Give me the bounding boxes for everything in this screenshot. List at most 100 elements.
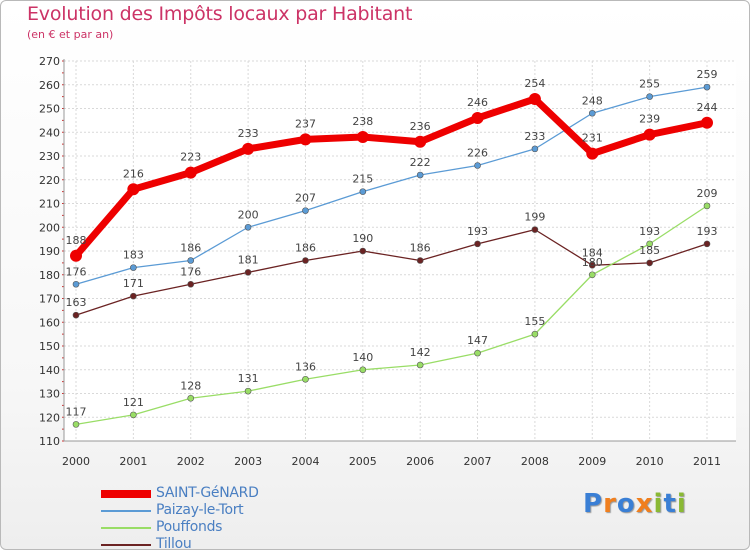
data-point xyxy=(701,116,713,129)
series-line-3 xyxy=(75,228,708,316)
data-point xyxy=(244,387,252,395)
data-label: 233 xyxy=(524,130,545,143)
data-point xyxy=(414,135,427,148)
data-label: 255 xyxy=(639,78,660,91)
x-tick-label: 2005 xyxy=(349,455,377,468)
x-tick-label: 2008 xyxy=(521,455,549,468)
data-label: 246 xyxy=(467,96,488,109)
data-label: 155 xyxy=(524,315,545,328)
data-label: 140 xyxy=(352,351,373,364)
data-label: 181 xyxy=(238,253,259,266)
proxiti-logo: Proxiti xyxy=(583,489,687,519)
data-label: 142 xyxy=(410,346,431,359)
logo-letter: i xyxy=(653,489,664,519)
data-label: 180 xyxy=(582,256,603,269)
x-tick-label: 2002 xyxy=(177,455,205,468)
data-point xyxy=(130,264,137,271)
data-point xyxy=(70,249,82,262)
y-tick-label: 190 xyxy=(39,245,60,258)
data-point xyxy=(187,257,195,264)
series-line-1 xyxy=(75,86,708,285)
data-point xyxy=(244,269,252,276)
logo-letter: r xyxy=(603,489,617,519)
legend-label: Tillou xyxy=(156,536,192,550)
data-point xyxy=(703,240,711,248)
data-point xyxy=(184,166,197,179)
y-tick-label: 210 xyxy=(39,198,60,211)
data-point xyxy=(302,257,309,264)
x-tick-label: 2001 xyxy=(119,455,147,468)
x-tick-label: 2003 xyxy=(234,455,262,468)
data-label: 183 xyxy=(123,249,144,262)
data-label: 186 xyxy=(295,242,316,255)
data-label: 236 xyxy=(410,120,431,133)
data-point xyxy=(646,93,653,100)
y-tick-label: 260 xyxy=(39,79,60,92)
data-label: 171 xyxy=(123,277,144,290)
data-label: 131 xyxy=(238,372,259,385)
logo-letter: P xyxy=(583,489,604,519)
data-point xyxy=(130,292,137,300)
data-point xyxy=(531,226,539,233)
legend-label: SAINT-GéNARD xyxy=(156,485,259,501)
data-point xyxy=(646,240,653,248)
y-tick-label: 130 xyxy=(39,388,60,401)
data-label: 176 xyxy=(66,265,87,278)
data-label: 190 xyxy=(352,232,373,245)
data-point xyxy=(299,133,312,146)
data-label: 176 xyxy=(180,265,201,278)
y-tick-label: 170 xyxy=(39,293,60,306)
data-point xyxy=(646,259,653,267)
data-label: 193 xyxy=(467,225,488,238)
data-point xyxy=(359,247,367,255)
legend-label: Paizay-le-Tort xyxy=(156,502,244,518)
x-tick-label: 2004 xyxy=(291,455,319,468)
data-point xyxy=(302,207,309,214)
data-label: 222 xyxy=(410,156,431,169)
data-label: 188 xyxy=(66,234,87,247)
data-point xyxy=(72,421,80,428)
data-label: 231 xyxy=(582,132,603,145)
legend-label: Pouffonds xyxy=(156,519,223,535)
data-point xyxy=(703,202,711,210)
data-point xyxy=(416,171,424,179)
chart-subtitle: (en € et par an) xyxy=(27,28,114,41)
data-point xyxy=(187,394,195,402)
data-label: 215 xyxy=(352,173,373,186)
y-tick-label: 200 xyxy=(39,221,60,234)
y-tick-label: 160 xyxy=(39,316,60,329)
y-tick-label: 220 xyxy=(39,174,60,187)
data-label: 186 xyxy=(180,242,201,255)
legend-swatch xyxy=(101,544,151,546)
series-line-0 xyxy=(72,95,711,260)
data-point xyxy=(187,280,195,288)
data-point xyxy=(588,261,596,269)
data-label: 163 xyxy=(66,296,87,309)
data-label: 238 xyxy=(352,115,373,128)
data-label: 185 xyxy=(639,244,660,257)
data-label: 121 xyxy=(123,396,144,409)
data-point xyxy=(302,375,309,383)
data-point xyxy=(474,349,481,357)
data-label: 259 xyxy=(697,68,718,81)
data-label: 193 xyxy=(697,225,718,238)
legend-swatch xyxy=(101,510,151,512)
legend-swatch xyxy=(101,527,151,529)
data-point xyxy=(359,188,367,195)
data-label: 233 xyxy=(238,127,259,140)
data-point xyxy=(531,330,539,338)
data-point xyxy=(703,83,711,91)
data-point xyxy=(643,128,656,141)
y-tick-label: 230 xyxy=(39,150,60,163)
y-tick-label: 110 xyxy=(39,435,60,448)
data-label: 128 xyxy=(180,379,201,392)
data-point xyxy=(130,411,137,419)
y-tick-label: 180 xyxy=(39,269,60,282)
legend-swatch xyxy=(101,490,151,498)
data-label: 199 xyxy=(524,211,545,224)
x-tick-label: 2007 xyxy=(464,455,492,468)
data-label: 209 xyxy=(697,187,718,200)
chart-title: Evolution des Impôts locaux par Habitant xyxy=(27,3,413,25)
x-tick-label: 2011 xyxy=(693,455,721,468)
